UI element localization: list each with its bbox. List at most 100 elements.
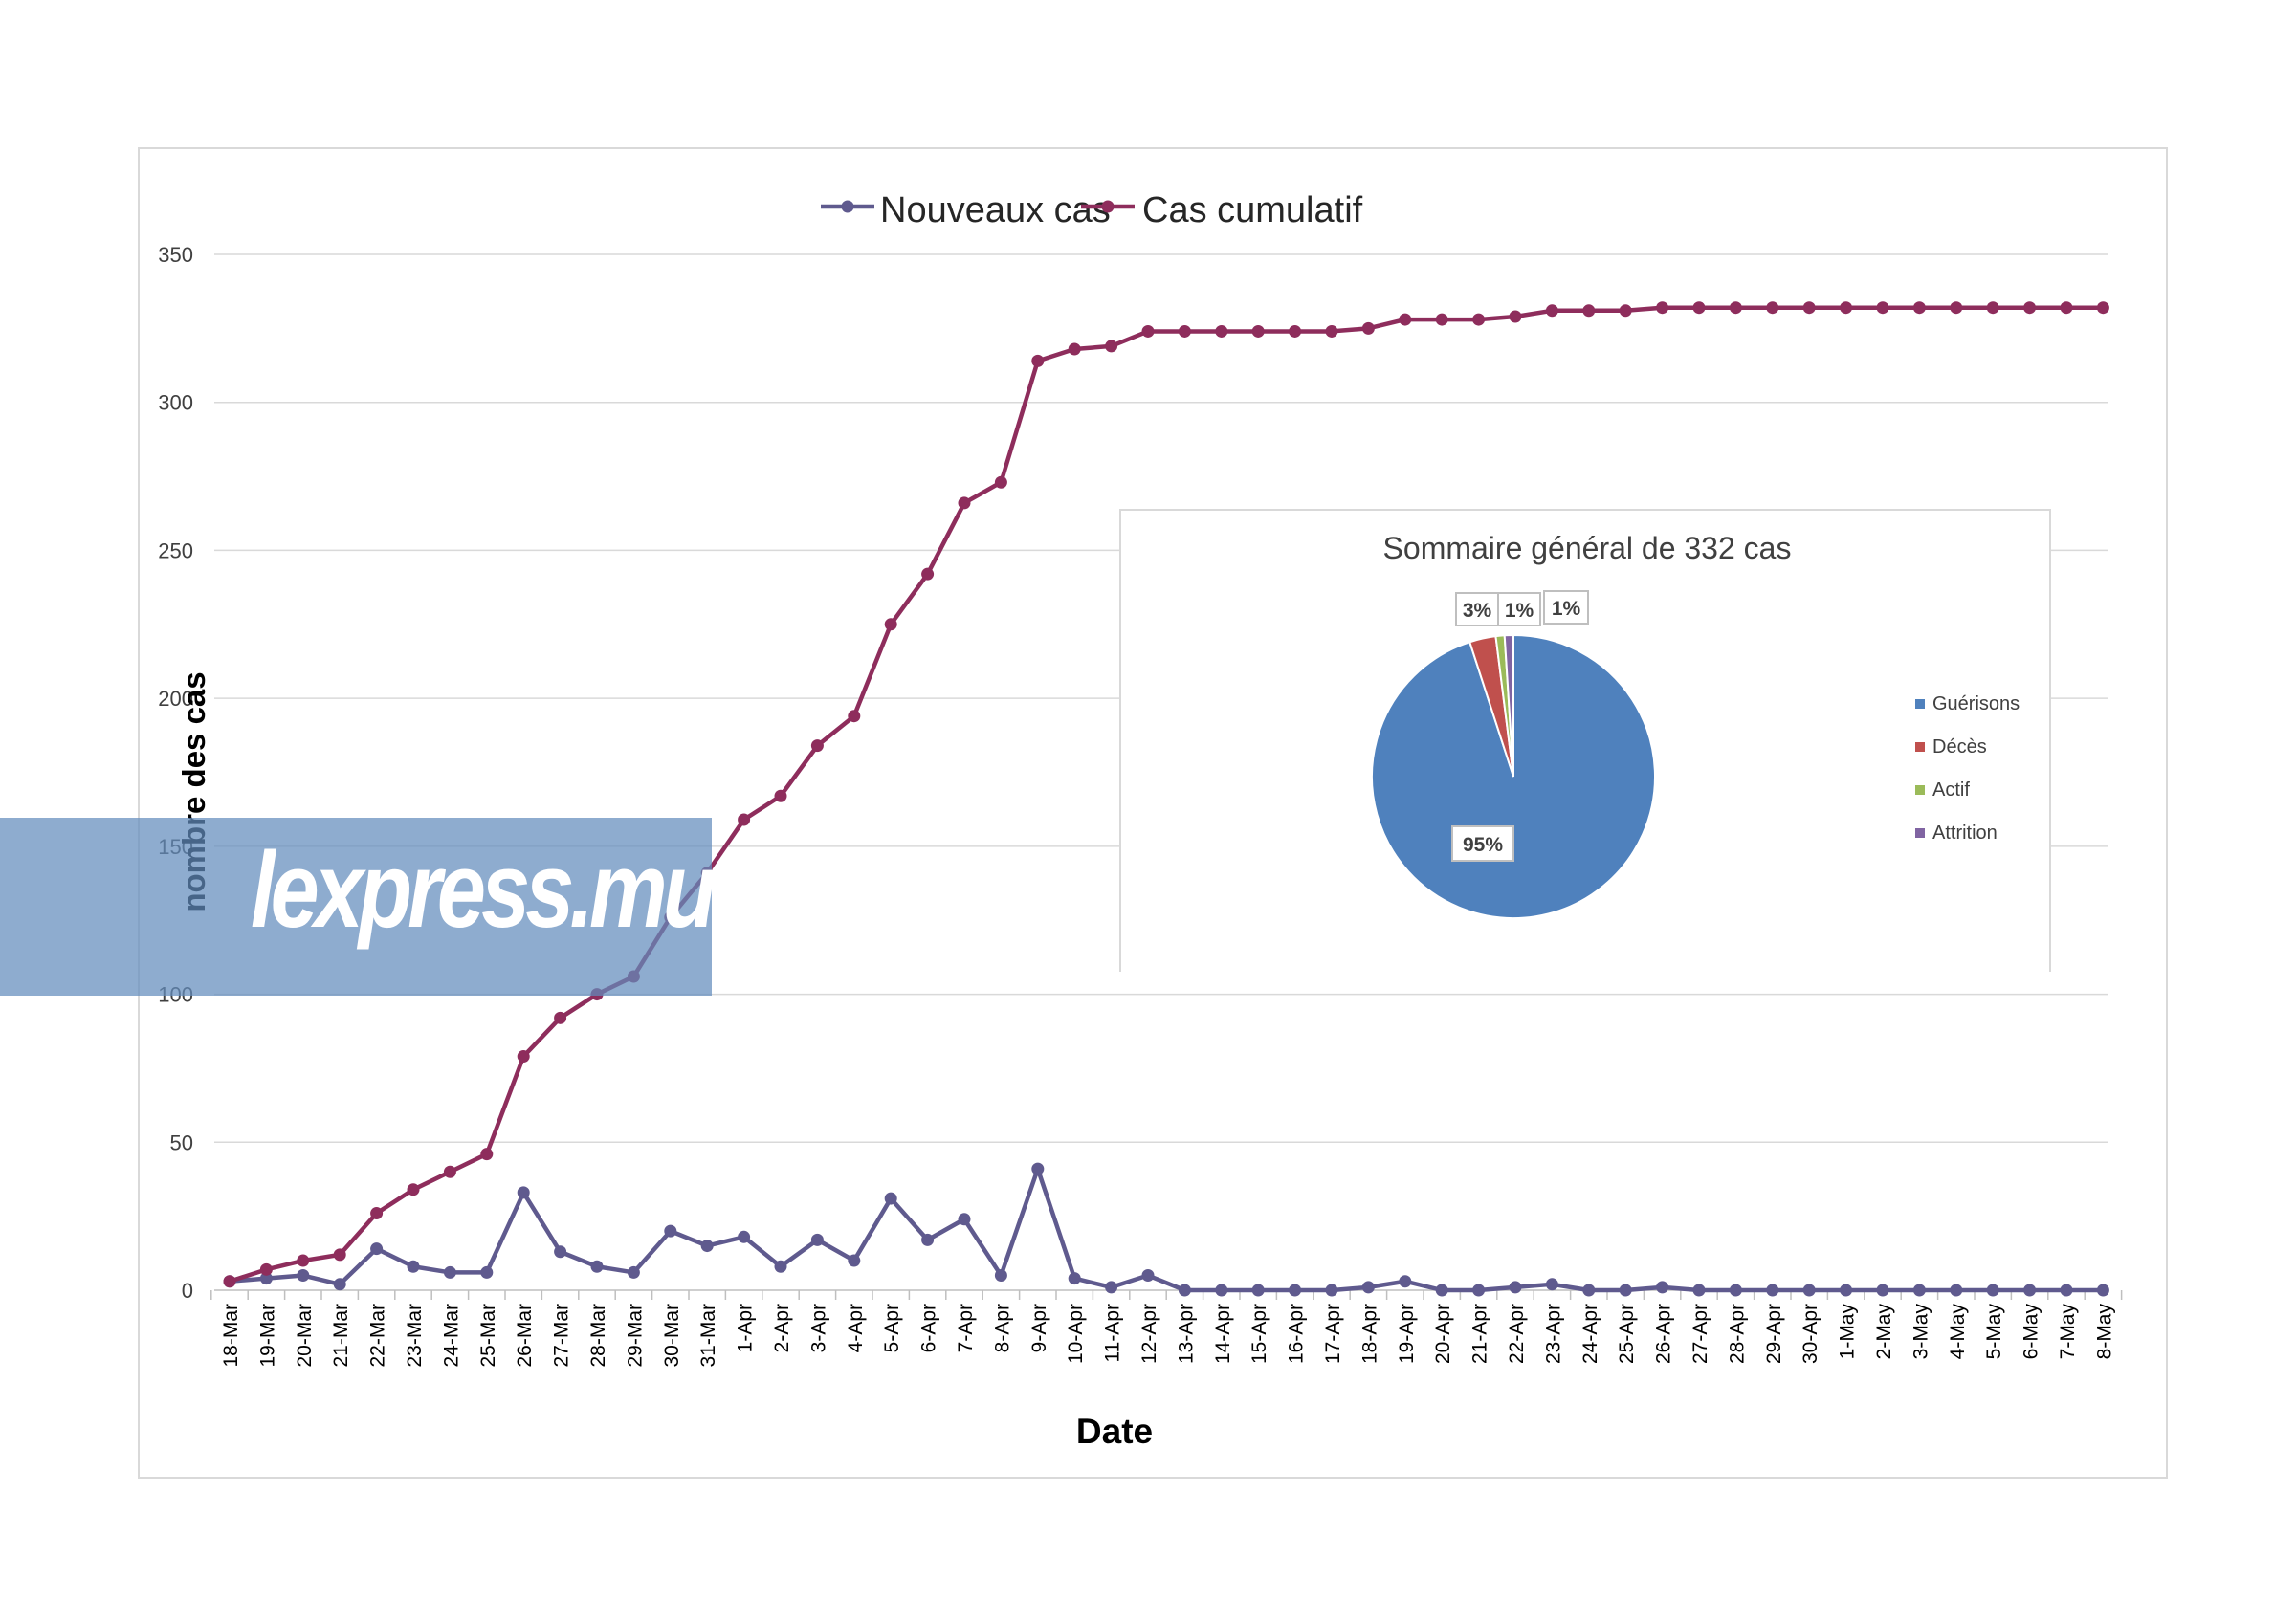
x-tick-label: 14-Apr bbox=[1212, 1304, 1234, 1364]
data-point bbox=[1435, 313, 1448, 326]
data-point bbox=[1986, 1284, 1999, 1297]
x-tick-label: 13-Apr bbox=[1175, 1304, 1197, 1364]
x-tick-label: 3-Apr bbox=[807, 1304, 829, 1352]
x-tick-label: 8-Apr bbox=[991, 1304, 1013, 1352]
x-axis-ticks: 18-Mar 19-Mar 20-Mar 21-Mar 22-Mar 23-Mar 24-M… bbox=[210, 1290, 2123, 1368]
x-tick-label: 15-Apr bbox=[1248, 1304, 1270, 1364]
x-tick-label: 2-May bbox=[1873, 1304, 1895, 1360]
x-tick-label: 27-Apr bbox=[1689, 1304, 1711, 1364]
data-point bbox=[370, 1242, 384, 1256]
y-tick-label: 200 bbox=[158, 687, 193, 711]
pie-title: Sommaire général de 332 cas bbox=[1383, 531, 1792, 565]
x-tick-label: 27-Mar bbox=[551, 1304, 573, 1368]
x-tick-label: 24-Mar bbox=[440, 1304, 462, 1368]
data-point bbox=[333, 1278, 346, 1291]
data-point bbox=[333, 1248, 346, 1262]
pie-legend-label: Guérisons bbox=[1932, 693, 2020, 714]
data-point bbox=[848, 710, 861, 723]
x-tick-label: 30-Apr bbox=[1799, 1304, 1821, 1364]
data-point bbox=[994, 1269, 1007, 1283]
pie-data-label: 1% bbox=[1505, 600, 1534, 622]
data-point bbox=[884, 1192, 897, 1205]
x-tick-label: 23-Apr bbox=[1542, 1304, 1564, 1364]
data-point bbox=[259, 1272, 273, 1285]
data-point bbox=[480, 1148, 494, 1161]
x-tick-label: 29-Apr bbox=[1763, 1304, 1785, 1364]
x-tick-label: 2-Apr bbox=[771, 1304, 793, 1352]
data-point bbox=[1361, 321, 1375, 335]
data-point bbox=[2023, 301, 2037, 315]
data-point bbox=[1950, 1284, 1963, 1297]
pie-legend-swatch bbox=[1915, 828, 1925, 838]
x-tick-label: 4-May bbox=[1947, 1304, 1969, 1360]
data-point bbox=[590, 1260, 604, 1273]
data-point bbox=[2060, 1284, 2073, 1297]
data-point bbox=[517, 1050, 530, 1064]
data-point bbox=[297, 1254, 310, 1267]
data-point bbox=[664, 1224, 677, 1238]
data-point bbox=[1766, 1284, 1779, 1297]
x-tick-label: 11-Apr bbox=[1102, 1304, 1124, 1362]
data-point bbox=[1912, 301, 1926, 315]
data-point bbox=[517, 1186, 530, 1199]
data-point bbox=[1876, 301, 1889, 315]
x-tick-label: 6-May bbox=[2020, 1304, 2042, 1360]
data-point bbox=[958, 496, 971, 510]
data-point bbox=[1215, 324, 1228, 338]
pie-label-box bbox=[1497, 592, 1541, 626]
x-tick-label: 23-Mar bbox=[404, 1304, 426, 1368]
data-point bbox=[958, 1213, 971, 1226]
data-point bbox=[223, 1275, 236, 1288]
data-point bbox=[1178, 1284, 1191, 1297]
data-point bbox=[1545, 1278, 1558, 1291]
watermark-banner bbox=[0, 818, 712, 996]
pie-chart-panel: Sommaire général de 332 cas 95% 3% 1% 1% Gu… bbox=[1119, 509, 2051, 972]
data-point bbox=[259, 1262, 273, 1276]
x-tick-label: 7-May bbox=[2057, 1304, 2079, 1360]
x-tick-label: 4-Apr bbox=[845, 1304, 867, 1352]
data-point bbox=[1986, 301, 1999, 315]
data-point bbox=[1399, 1275, 1412, 1288]
legend-swatch-marker bbox=[1101, 200, 1115, 213]
x-tick-label: 1-Apr bbox=[735, 1304, 757, 1352]
data-point bbox=[554, 1011, 567, 1024]
data-point bbox=[1325, 324, 1338, 338]
x-tick-label: 21-Apr bbox=[1469, 1304, 1491, 1364]
data-point bbox=[1178, 324, 1191, 338]
data-point bbox=[1472, 313, 1486, 326]
data-point bbox=[1545, 304, 1558, 318]
x-tick-label: 24-Apr bbox=[1579, 1304, 1601, 1364]
pie-label-box bbox=[1451, 825, 1514, 862]
x-tick-label: 28-Apr bbox=[1726, 1304, 1748, 1364]
data-point bbox=[1509, 1281, 1522, 1294]
data-point bbox=[1950, 301, 1963, 315]
data-point bbox=[480, 1265, 494, 1279]
data-point bbox=[1031, 354, 1045, 367]
data-point bbox=[1582, 1284, 1596, 1297]
watermark-logo-text: lexpress.mu bbox=[251, 830, 717, 950]
data-point bbox=[2096, 301, 2109, 315]
pie-slices bbox=[1371, 633, 1656, 919]
pie-legend-label: Actif bbox=[1932, 779, 1970, 801]
data-point bbox=[297, 1269, 310, 1283]
pie-slice-attrition bbox=[1503, 633, 1514, 778]
data-point bbox=[1692, 1284, 1706, 1297]
data-point bbox=[627, 1265, 640, 1279]
data-point bbox=[1399, 313, 1412, 326]
data-point bbox=[1105, 1281, 1118, 1294]
x-tick-label: 22-Mar bbox=[367, 1304, 389, 1368]
pie-legend-label: Attrition bbox=[1932, 823, 1998, 844]
data-point bbox=[921, 567, 935, 581]
data-point bbox=[1435, 1284, 1448, 1297]
data-point bbox=[1141, 324, 1155, 338]
x-tick-label: 8-May bbox=[2093, 1304, 2115, 1360]
pie-data-label: 95% bbox=[1463, 834, 1503, 856]
data-point bbox=[994, 475, 1007, 489]
data-point bbox=[1656, 301, 1669, 315]
data-point bbox=[1251, 1284, 1265, 1297]
x-tick-label: 10-Apr bbox=[1065, 1304, 1087, 1364]
data-point bbox=[1325, 1284, 1338, 1297]
pie-label-box bbox=[1455, 592, 1499, 626]
legend: Nouveaux cas Cas cumulatif bbox=[821, 190, 1363, 230]
